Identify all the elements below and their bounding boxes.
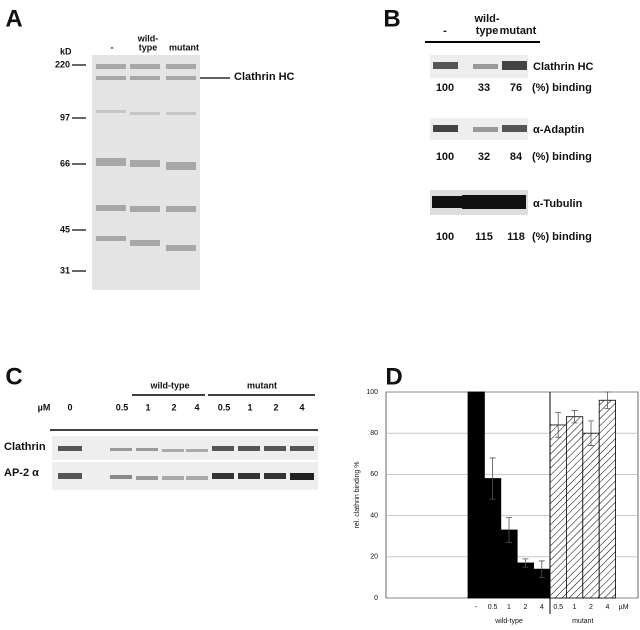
legend-label: mutant	[572, 618, 593, 625]
binding-value: 84	[510, 151, 523, 163]
lane-header: -	[443, 25, 447, 37]
binding-unit: (%) binding	[532, 82, 592, 94]
lane-header: mutant	[500, 25, 537, 37]
binding-value: 33	[478, 82, 490, 94]
lane-header: type	[139, 42, 158, 52]
bar	[516, 562, 535, 599]
bar	[598, 399, 617, 599]
y-axis-label: rel. clathrin binding %	[354, 462, 361, 529]
error-bar	[506, 517, 512, 543]
error-bar	[571, 410, 578, 424]
y-tick-label: 80	[370, 430, 378, 437]
lane-label: 0	[67, 402, 72, 412]
error-bar	[522, 558, 529, 568]
y-tick-label: 0	[374, 595, 378, 602]
row-label: α-Tubulin	[533, 198, 583, 210]
lane-label: 1	[145, 402, 150, 412]
binding-unit: (%) binding	[532, 151, 592, 163]
error-bar	[489, 457, 496, 500]
y-tick-label: 60	[370, 471, 378, 478]
row-label: AP-2 α	[4, 467, 39, 479]
marker-label: 97	[60, 112, 70, 122]
panel-letter: D	[385, 363, 402, 390]
panel-letter: A	[5, 5, 22, 32]
x-tick-label: 1	[507, 604, 511, 611]
x-tick-label: 2	[523, 604, 527, 611]
y-tick-label: 40	[370, 512, 378, 519]
lane-label: 2	[273, 402, 278, 412]
lane-label: 4	[299, 402, 304, 412]
binding-value: 32	[478, 151, 490, 163]
marker-ticks	[72, 64, 230, 272]
binding-value: 100	[436, 151, 454, 163]
group-label: mutant	[247, 380, 277, 390]
marker-label: 220	[55, 59, 70, 69]
lane-header: wild-	[473, 13, 499, 25]
legend-label: wild-type	[494, 618, 523, 625]
x-tick-label: 2	[589, 604, 593, 611]
unit: kD	[60, 46, 72, 56]
gel-art	[50, 41, 540, 490]
y-tick-label: 100	[366, 389, 378, 396]
lane-label: 1	[247, 402, 252, 412]
x-tick-label: 4	[540, 604, 544, 611]
binding-value: 118	[507, 231, 525, 243]
binding-value: 115	[475, 231, 493, 243]
lane-label: 0.5	[116, 402, 129, 412]
row-label: Clathrin HC	[533, 61, 594, 73]
error-bar	[538, 560, 545, 578]
panel-letter: B	[383, 5, 400, 32]
row-label: α-Adaptin	[533, 124, 585, 136]
lane-header: wild-	[137, 33, 159, 43]
band-label: Clathrin HC	[234, 71, 295, 83]
gel	[92, 55, 200, 290]
x-tick-label: 4	[605, 604, 609, 611]
x-tick-label: 0.5	[488, 604, 498, 611]
group-label: wild-type	[149, 380, 189, 390]
binding-value: 76	[510, 82, 522, 94]
error-bar	[604, 391, 611, 409]
bar	[582, 432, 600, 599]
lane-header: mutant	[169, 42, 199, 52]
unit: µM	[38, 402, 51, 412]
y-tick-label: 20	[370, 554, 378, 561]
binding-value: 100	[436, 82, 454, 94]
lane-header: type	[476, 25, 499, 37]
marker-label: 31	[60, 265, 70, 275]
binding-unit: (%) binding	[532, 231, 592, 243]
x-tick-label: 0.5	[553, 604, 563, 611]
row-label: Clathrin	[4, 441, 46, 453]
unit: µM	[619, 604, 629, 611]
panel-letter: C	[5, 363, 22, 390]
bar	[566, 416, 584, 599]
lane-label: 0.5	[218, 402, 231, 412]
marker-label: 45	[60, 224, 70, 234]
error-bar	[555, 412, 562, 438]
bar	[467, 391, 485, 599]
blot-bands	[58, 446, 314, 480]
x-tick-label: -	[475, 604, 478, 611]
lane-label: 2	[171, 402, 176, 412]
gel-bands	[96, 64, 196, 251]
marker-label: 66	[60, 158, 70, 168]
error-bar	[588, 420, 594, 446]
binding-value: 100	[436, 231, 454, 243]
lane-label: 4	[194, 402, 199, 412]
x-tick-label: 1	[573, 604, 577, 611]
lane-header: -	[111, 42, 114, 52]
bar	[549, 424, 567, 599]
